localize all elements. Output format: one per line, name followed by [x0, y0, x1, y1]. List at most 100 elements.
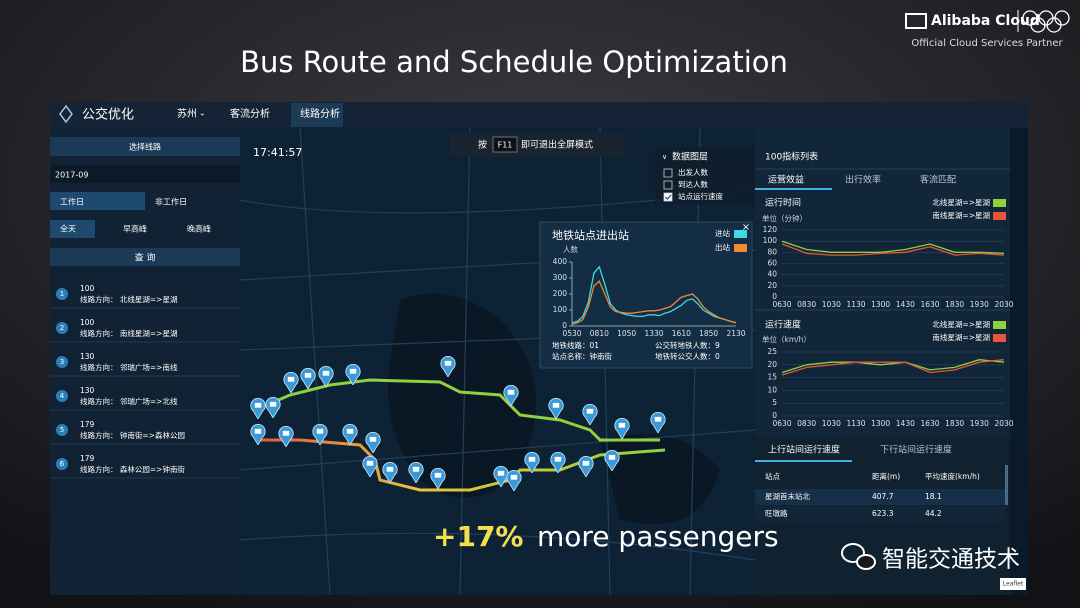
x-tick-label: 1130 [846, 300, 865, 309]
route-id[interactable]: 130 [80, 386, 95, 395]
nav-tab[interactable]: 客流分析 [230, 107, 270, 120]
route-id[interactable]: 179 [80, 420, 95, 429]
route-direction[interactable]: 线路方向： 北线星湖=>星湖 [80, 294, 177, 304]
route-id[interactable]: 100 [80, 284, 95, 293]
route-badge[interactable] [56, 458, 68, 470]
month-field[interactable] [50, 165, 240, 183]
table-tab[interactable]: 上行站间运行速度 [768, 444, 840, 456]
table-row [755, 506, 1005, 522]
x-tick-label: 1300 [871, 300, 890, 309]
y-tick-label: 25 [767, 347, 777, 356]
route-badge[interactable] [56, 424, 68, 436]
y-axis-label: 单位（分钟） [762, 213, 807, 223]
route-index: 3 [60, 358, 64, 366]
check-mark [665, 194, 672, 200]
route-id[interactable]: 130 [80, 352, 95, 361]
route-index: 5 [60, 426, 64, 434]
x-tick-label: 2030 [994, 419, 1013, 428]
route-id[interactable]: 100 [80, 318, 95, 327]
y-tick-label: 80 [767, 247, 777, 256]
metro-stat: 站点名称：钟南街 [552, 351, 612, 361]
day-type[interactable]: 工作日 [60, 197, 84, 207]
y-tick-label: 15 [767, 373, 777, 382]
metro-popup [539, 221, 753, 369]
checkbox[interactable] [663, 192, 673, 202]
y-tick-label: 0 [772, 411, 777, 420]
period[interactable]: 全天 [60, 224, 76, 234]
route-direction[interactable]: 线路方向： 邻瑞广场=>北线 [80, 396, 178, 406]
y-tick-label: 20 [767, 360, 777, 369]
legend-label: 进站 [715, 228, 730, 238]
route-badge[interactable] [56, 390, 68, 402]
metro-stat: 公交转地铁人数：9 [655, 340, 720, 350]
line-series [571, 265, 737, 324]
chart-title: 运行速度 [765, 319, 801, 331]
route-badge[interactable] [56, 322, 68, 334]
brand-logo [905, 13, 927, 29]
x-tick-label: 1850 [699, 329, 718, 338]
brand: Alibaba Cloud [931, 13, 1040, 29]
y-tick-label: 10 [767, 385, 777, 394]
query[interactable]: 查 询 [135, 252, 156, 264]
period[interactable]: 早高峰 [123, 224, 147, 234]
route-direction[interactable]: 线路方向： 钟南街=>森林公园 [80, 430, 185, 440]
dropdown-arrow[interactable]: ⌄ [199, 109, 206, 118]
table-cell: 44.2 [925, 509, 942, 518]
x-tick-label: 0630 [772, 300, 791, 309]
route-index: 1 [60, 290, 64, 298]
route-direction[interactable]: 线路方向： 邻瑞广场=>南线 [80, 362, 178, 372]
table-cell: 407.7 [872, 492, 894, 501]
y-tick-label: 0 [772, 292, 777, 301]
route-badge[interactable] [56, 356, 68, 368]
period-active[interactable] [50, 220, 95, 238]
collapse-icon[interactable]: ∨ [662, 153, 667, 161]
nav-tab[interactable]: 线路分析 [300, 107, 340, 120]
x-tick-label: 1030 [822, 419, 841, 428]
hint: 即可退出全屏模式 [521, 139, 593, 151]
route-badge[interactable] [56, 288, 68, 300]
close-button[interactable]: × [742, 222, 750, 233]
x-tick-label: 1930 [970, 300, 989, 309]
y-tick-label: 60 [767, 259, 777, 268]
route-direction[interactable]: 线路方向： 南线星湖=>星湖 [80, 328, 177, 338]
checkbox[interactable] [663, 180, 673, 190]
period[interactable]: 晚高峰 [187, 224, 211, 234]
layer-label[interactable]: 出发人数 [678, 167, 708, 177]
chart-title: 地铁站点进出站 [552, 228, 629, 242]
y-axis-label: 单位（km/h） [762, 334, 811, 344]
map-credit: Leaflet [1003, 581, 1024, 588]
day-type-active[interactable] [50, 192, 145, 210]
x-tick-label: 2030 [994, 300, 1013, 309]
checkbox[interactable] [663, 168, 673, 178]
query-button[interactable] [50, 248, 240, 266]
indicator-tab[interactable]: 运营效益 [768, 174, 804, 186]
legend-swatch [734, 230, 747, 238]
metro-stat: 地铁转公交人数：0 [655, 351, 720, 361]
nav-bar [50, 102, 1028, 128]
table-tab[interactable]: 下行站间运行速度 [880, 444, 952, 456]
app-icon [59, 104, 73, 124]
hint: 按 [478, 139, 487, 151]
legend-label: 南线星湖=>星湖 [932, 332, 990, 342]
x-tick-label: 0830 [797, 419, 816, 428]
metro-stat: 地铁线路：01 [552, 340, 599, 350]
layer-label[interactable]: 站点运行速度 [678, 191, 723, 201]
indicator-tab[interactable]: 出行效率 [845, 174, 881, 186]
route-id[interactable]: 179 [80, 454, 95, 463]
legend-label: 北线星湖=>星湖 [932, 197, 990, 207]
partner: Official Cloud Services Partner [911, 38, 1063, 49]
x-tick-label: 1050 [617, 329, 636, 338]
day-type[interactable]: 非工作日 [155, 197, 187, 207]
select-route: 选择线路 [129, 142, 161, 152]
x-tick-label: 1930 [970, 419, 989, 428]
layer-label[interactable]: 到达人数 [678, 179, 708, 189]
month: 2017-09 [55, 171, 88, 180]
legend-swatch [734, 244, 747, 252]
city-select[interactable]: 苏州 [177, 107, 197, 120]
route-direction[interactable]: 线路方向： 森林公园=>钟南街 [80, 464, 185, 474]
y-tick-label: 5 [772, 398, 777, 407]
route-index: 2 [60, 324, 64, 332]
indicator-tab[interactable]: 客流匹配 [920, 174, 956, 186]
scrollbar[interactable] [1005, 465, 1008, 505]
table-cell: 623.3 [872, 509, 894, 518]
